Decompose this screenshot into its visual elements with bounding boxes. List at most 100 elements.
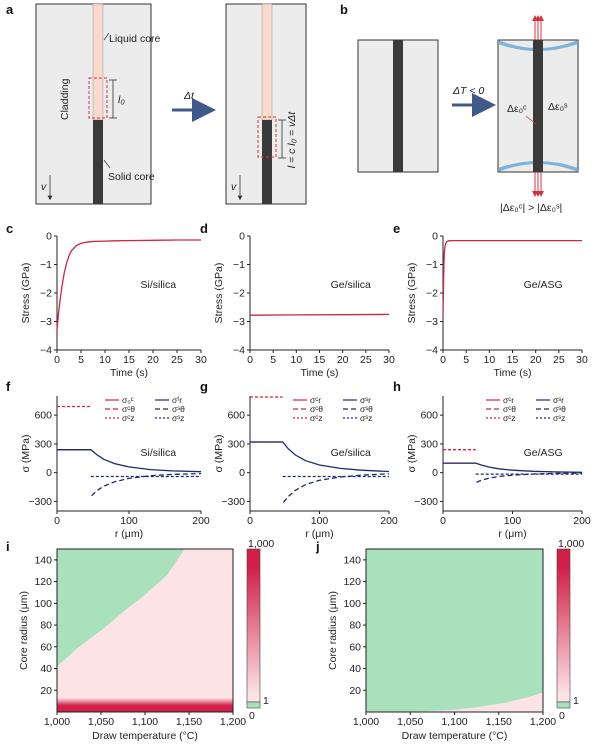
y-tick-label: 0: [432, 231, 438, 243]
legend-label: σᶜz: [122, 413, 135, 423]
x-tick-label: 10: [99, 354, 111, 366]
panel-label-c: c: [6, 221, 13, 236]
x-tick-label: 15: [314, 354, 326, 366]
y-tick-label: −2: [40, 288, 52, 300]
y-tick-label: 80: [349, 620, 361, 632]
x-tick-label: 100: [311, 515, 329, 527]
y-tick-label: 20: [40, 685, 52, 697]
x-tick-label: 1,100: [132, 716, 158, 728]
y-tick-label: 600: [420, 410, 438, 422]
x-tick-label: 30: [195, 354, 207, 366]
x-tick-label: 100: [120, 515, 138, 527]
legend-label: σˢθ: [172, 404, 185, 414]
stress-wedge-bottom: [498, 161, 578, 172]
y-tick-label: 100: [34, 598, 52, 610]
material-annotation: Si/silica: [141, 447, 177, 459]
y-axis-label: σ (MPa): [406, 435, 418, 473]
legend-label: σᶜθ: [310, 404, 323, 414]
x-axis-label: r (μm): [498, 528, 526, 540]
legend-label: σˢz: [553, 413, 565, 423]
y-axis-label: σ (MPa): [213, 435, 225, 473]
heatmap-charts: 1,000 1,050 1,100 1,150 1,200204060801001201…: [18, 538, 584, 742]
y-tick-label: 80: [40, 620, 52, 632]
x-tick-label: 0: [247, 354, 253, 366]
panel-label-a: a: [6, 2, 14, 17]
x-axis-label: Time (s): [110, 367, 148, 379]
legend-label: σˢz: [360, 413, 372, 423]
legend-label: σˢθ: [553, 404, 566, 414]
strain-inequality-label: |Δε₀ᶜ| > |Δε₀ˢ|: [500, 202, 562, 214]
y-tick-label: 300: [34, 438, 52, 450]
y-tick-label: −4: [233, 345, 245, 357]
x-axis-label: Draw temperature (°C): [402, 730, 508, 742]
liquid-core-label: Liquid core: [109, 33, 161, 45]
legend-label: σᶜθ: [503, 404, 516, 414]
x-tick-label: 5: [463, 354, 469, 366]
series-line-1: [56, 239, 201, 331]
y-tick-label: 0: [432, 467, 438, 479]
y-tick-label: −1: [40, 259, 52, 271]
y-tick-label: 600: [34, 410, 52, 422]
colorbar-label-zero: 0: [249, 710, 255, 722]
colorbar-label-max: 1,000: [248, 538, 274, 550]
x-tick-label: 25: [171, 354, 183, 366]
y-tick-label: 60: [40, 641, 52, 653]
chart-i: 1,000 1,050 1,100 1,150 1,200 20 40 60 80 100 120 1…: [18, 538, 274, 742]
legend-label: σˢθ: [360, 404, 373, 414]
series-line-1: [442, 239, 582, 316]
cooling-condition-label: ΔT < 0: [452, 85, 484, 97]
solid-core-left: [93, 120, 103, 204]
y-tick-label: 140: [343, 554, 361, 566]
y-tick-label: 140: [34, 554, 52, 566]
legend-label: σᶜz: [310, 413, 323, 423]
legend-label: σᶜr: [310, 395, 321, 405]
y-tick-label: −300: [28, 496, 52, 508]
colorbar-zero-swatch: [246, 701, 261, 709]
y-tick-label: 40: [349, 663, 361, 675]
x-tick-label: 1,000: [44, 716, 70, 728]
chart-e: 0 5 10 15 20 25 30 −4 −3 −2 −1 0 Time (s) Stress (GPa…: [406, 231, 588, 380]
legend-label: σˢr: [553, 395, 564, 405]
x-tick-label: 5: [270, 354, 276, 366]
cladding-label: Cladding: [59, 78, 71, 120]
x-tick-label: 5: [78, 354, 84, 366]
x-tick-label: 1,150: [176, 716, 202, 728]
x-tick-label: 30: [383, 354, 395, 366]
velocity-label-right: v: [231, 181, 237, 193]
material-annotation: Si/silica: [141, 279, 177, 291]
l0-label: l₀: [118, 94, 125, 106]
y-tick-label: −2: [233, 288, 245, 300]
legend-label: σᶜθ: [122, 404, 135, 414]
colorbar: [246, 548, 261, 703]
core-strain-label: Δε₀ᶜ: [507, 103, 527, 115]
x-axis-label: Time (s): [493, 367, 531, 379]
x-tick-label: 200: [380, 515, 398, 527]
panel-label-j: j: [315, 539, 320, 554]
panel-label-b: b: [340, 2, 348, 17]
y-tick-label: −1: [426, 259, 438, 271]
panel-label-g: g: [200, 379, 208, 394]
series-line-2: [250, 441, 390, 473]
x-tick-label: 0: [440, 354, 446, 366]
liquid-core-right: [261, 3, 273, 121]
crack-free-region: [57, 549, 185, 667]
chart-c: 0 5 10 15 20 25 30 −4 −3 −2 −1 0 Time (s) Stress (GPa…: [20, 231, 207, 380]
x-tick-label: 20: [337, 354, 349, 366]
x-tick-label: 1,100: [441, 716, 467, 728]
series-line-2: [443, 462, 583, 473]
y-axis-label: Stress (GPa): [213, 263, 225, 324]
legend-label: σˢr: [360, 395, 371, 405]
x-tick-label: 200: [192, 515, 210, 527]
y-tick-label: −300: [414, 496, 438, 508]
series-line-5: [91, 472, 202, 497]
x-tick-label: 1,050: [88, 716, 114, 728]
x-tick-label: 20: [147, 354, 159, 366]
heatmap-field: [366, 549, 543, 712]
panel-a-schematic: l₀ Liquid core Cladding Solid core v Δt …: [35, 3, 307, 205]
series-line-2: [57, 449, 202, 473]
solid-core-label: Solid core: [108, 171, 155, 183]
colorbar-label-max: 1,000: [558, 538, 584, 550]
x-tick-label: 25: [553, 354, 565, 366]
